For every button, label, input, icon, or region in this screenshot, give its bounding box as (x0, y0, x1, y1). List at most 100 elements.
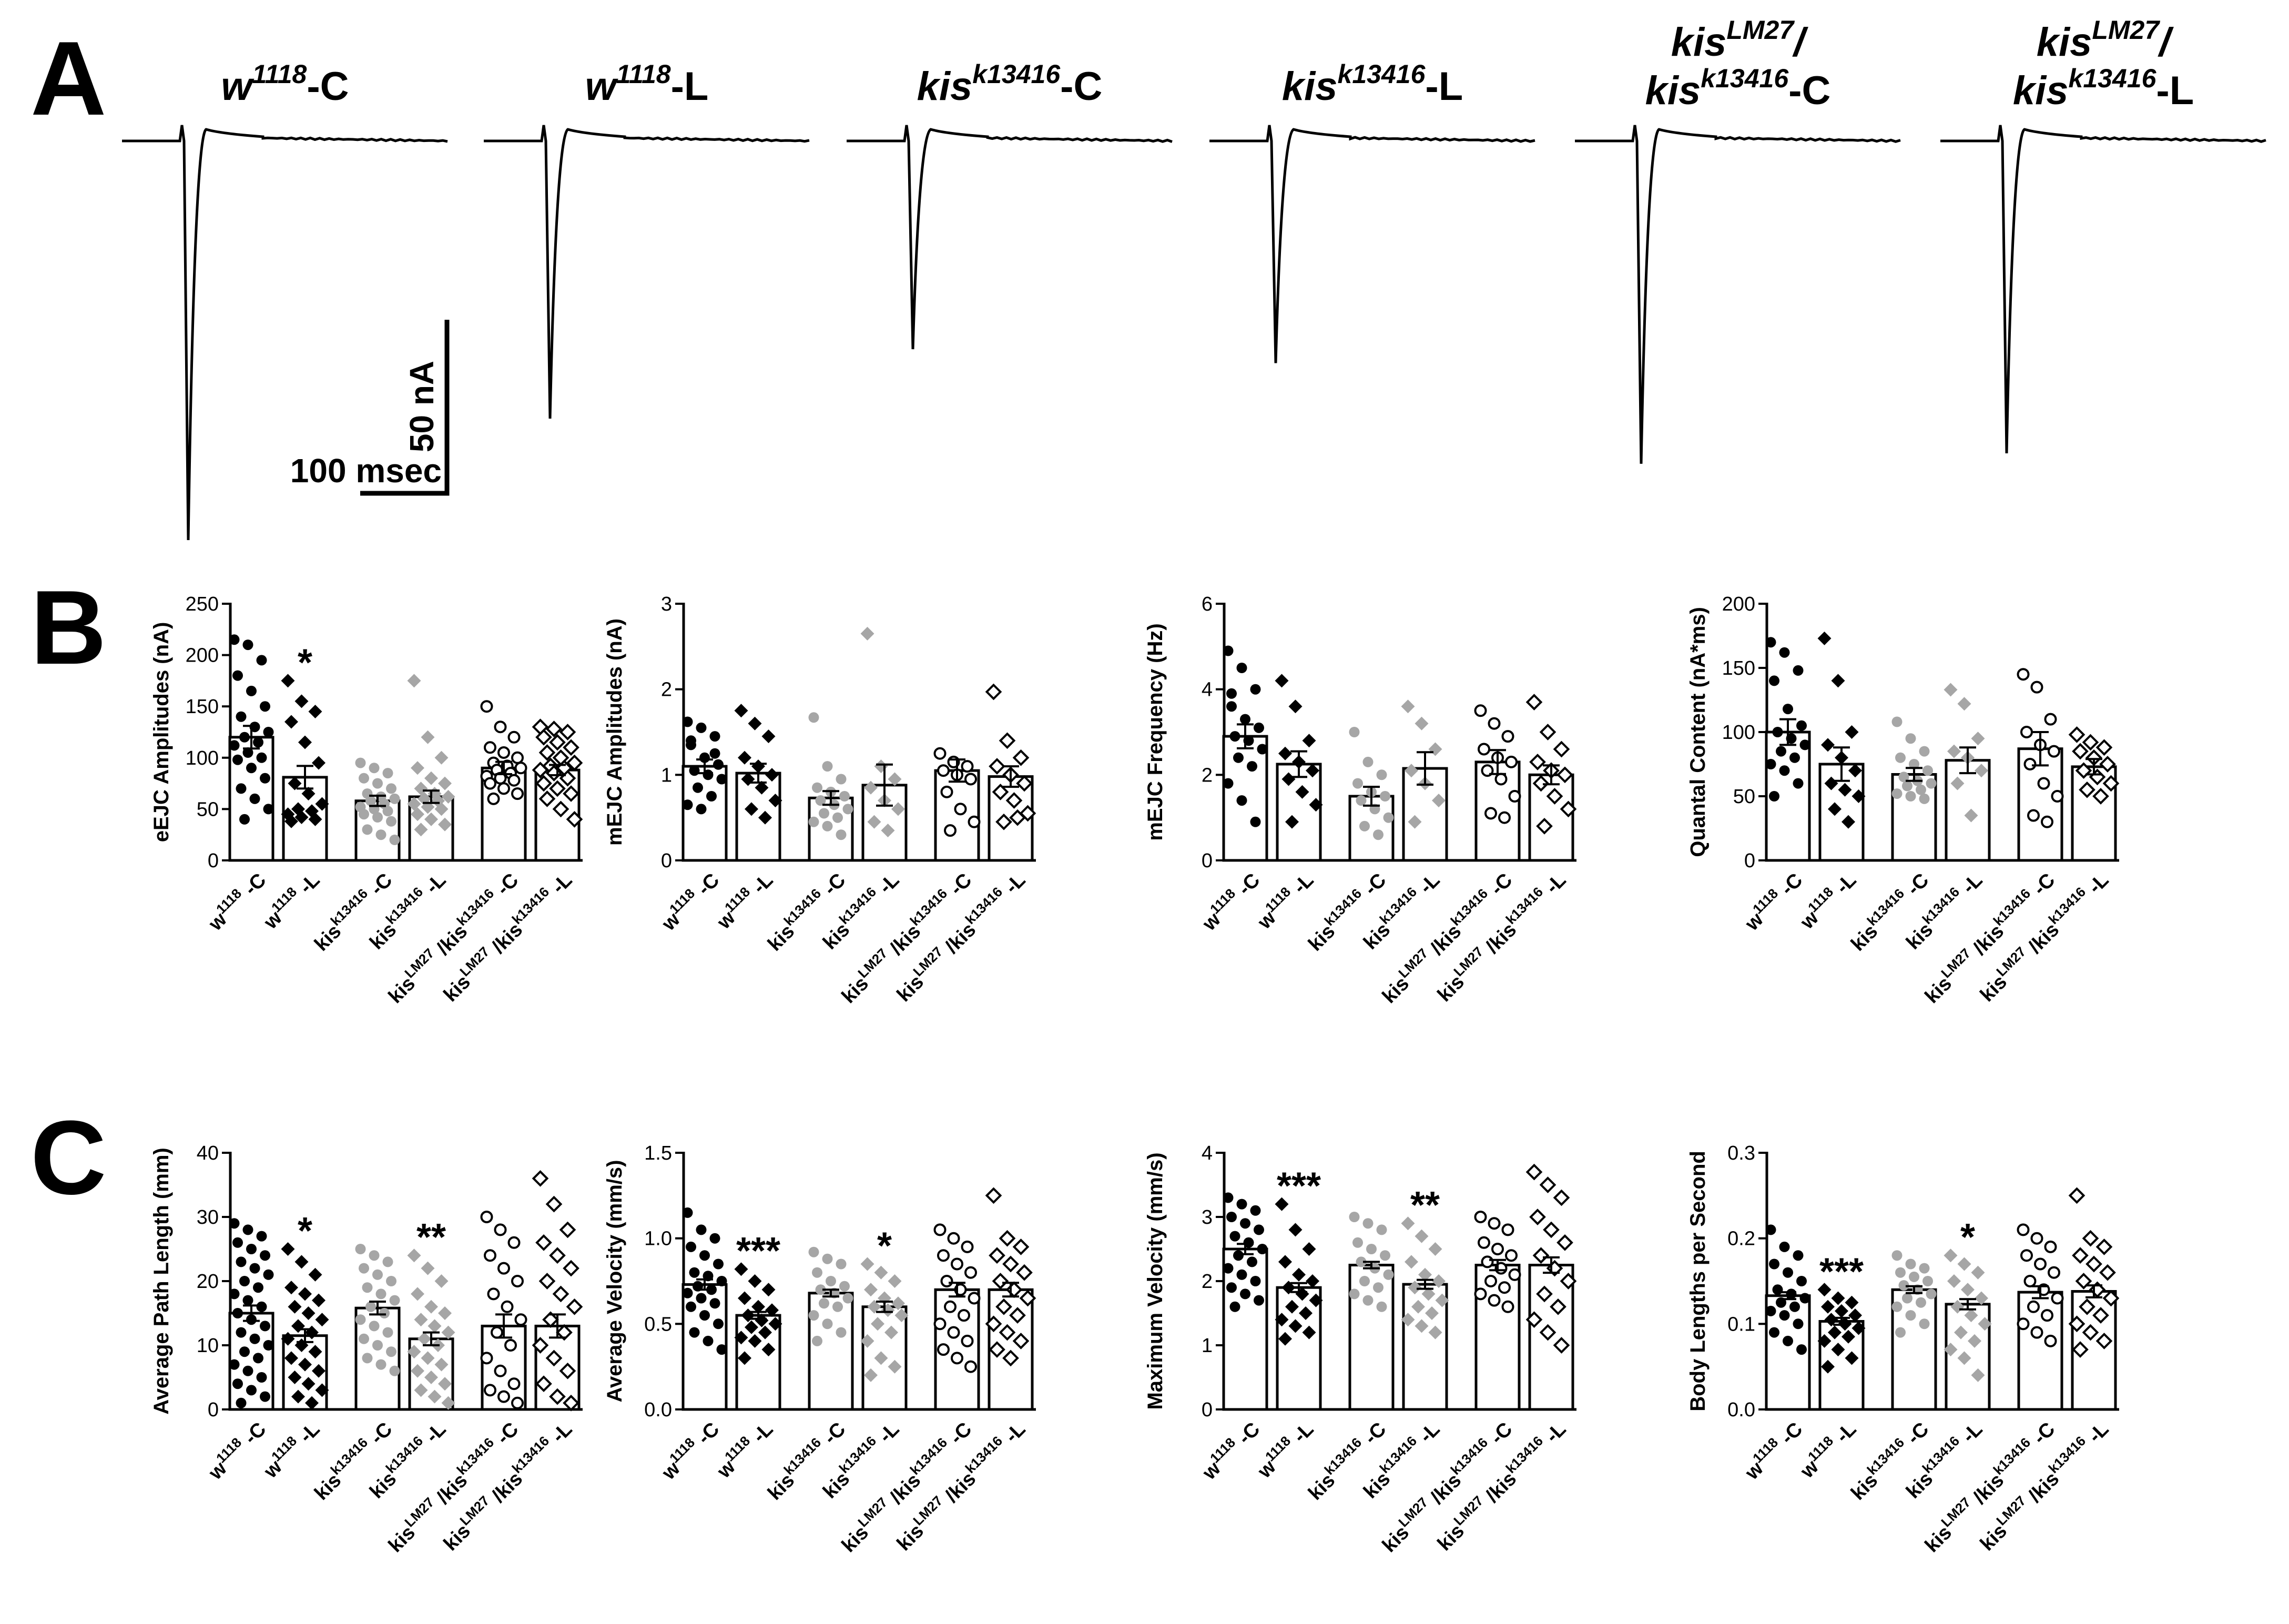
data-point (1362, 1218, 1374, 1229)
data-point (260, 1250, 270, 1261)
data-point (1012, 1239, 1030, 1255)
data-point (1789, 752, 1800, 763)
y-tick-label: 150 (1722, 657, 1755, 679)
data-point (864, 1368, 878, 1382)
data-point (1902, 780, 1912, 791)
data-point (761, 1283, 776, 1297)
y-tick-label: 200 (1722, 593, 1755, 615)
data-point (1009, 809, 1026, 826)
data-point (755, 780, 769, 795)
data-point (2072, 1247, 2089, 1264)
data-point (2072, 1341, 2089, 1358)
data-point (301, 1377, 316, 1391)
y-tick-label: 50 (197, 798, 219, 820)
trace-label-5: kisLM27/ (2037, 15, 2174, 65)
y-tick-label: 200 (186, 645, 219, 667)
data-point (765, 768, 779, 782)
data-point (964, 1266, 977, 1279)
data-point (294, 810, 309, 824)
data-point (1309, 798, 1323, 812)
data-point (2044, 1334, 2057, 1347)
data-point (699, 1310, 710, 1321)
data-point (860, 626, 874, 641)
data-point (1292, 1267, 1306, 1282)
data-point (2099, 756, 2116, 773)
data-point (2023, 1275, 2037, 1287)
data-point (298, 1357, 312, 1372)
data-point (507, 1377, 521, 1390)
bar (861, 1305, 908, 1411)
charts-layer: eEJC Amplitudes (nA)050100150200250w1118… (150, 593, 2120, 1557)
trace-label-suffix: -L (2156, 68, 2194, 113)
data-point (1012, 749, 1030, 766)
trace-label-suffix: -C (1060, 64, 1102, 109)
data-point (808, 816, 819, 827)
y-tick-label: 1 (1202, 1335, 1213, 1357)
trace-label-superscript2: k13416 (1701, 64, 1789, 93)
data-point (249, 1263, 260, 1274)
category-tick-label: w1118 -L (257, 1416, 324, 1483)
data-point (1765, 1224, 1776, 1235)
data-point (864, 1283, 878, 1297)
data-point (1383, 1269, 1394, 1280)
data-point (1016, 1264, 1033, 1281)
significance-marker: * (1960, 1216, 1975, 1258)
data-point (999, 732, 1016, 749)
data-point (284, 715, 298, 729)
data-point (438, 776, 452, 790)
data-point (487, 792, 500, 805)
data-point (1302, 1325, 1316, 1339)
data-point (305, 1396, 319, 1410)
data-point (411, 807, 424, 821)
data-point (386, 783, 396, 794)
data-point (1799, 739, 1810, 750)
data-point (236, 1327, 247, 1338)
significance-marker: ** (1410, 1184, 1440, 1226)
data-point (359, 773, 369, 784)
data-point (1765, 1305, 1776, 1316)
data-point (365, 795, 376, 806)
data-point (1498, 811, 1511, 824)
data-point (559, 724, 576, 740)
data-point (1845, 725, 1859, 739)
category-tick-label: w1118 -L (1250, 1416, 1318, 1483)
data-point (842, 804, 853, 815)
data-point (1793, 1250, 1804, 1261)
data-point (2027, 1300, 2040, 1313)
data-point (1376, 1224, 1387, 1235)
data-point (1352, 1237, 1363, 1248)
data-point (362, 1353, 373, 1364)
data-point (249, 1333, 260, 1344)
y-tick-label: 20 (197, 1271, 219, 1293)
data-point (1817, 1334, 1832, 1348)
data-point (1560, 800, 1577, 818)
data-point (937, 764, 950, 777)
data-point (256, 752, 267, 763)
data-point (1957, 1257, 1971, 1271)
data-point (288, 1371, 302, 1384)
data-point (1247, 761, 1257, 772)
data-point (556, 1324, 573, 1341)
data-point (836, 1327, 847, 1338)
data-point (682, 1207, 693, 1218)
ejc-trace-5 (1940, 125, 2266, 454)
y-tick-label: 0.5 (644, 1313, 672, 1335)
data-point (2044, 1240, 2057, 1253)
y-tick-label: 0 (208, 850, 219, 872)
data-point (294, 1255, 309, 1269)
data-point (839, 1281, 850, 1292)
data-point (389, 835, 400, 845)
data-point (1783, 1335, 1793, 1346)
data-point (229, 1359, 240, 1370)
data-point (758, 810, 772, 825)
category-tick-label: w1118 -C (1195, 1416, 1264, 1485)
data-point (484, 777, 496, 790)
y-axis-label: Average Path Length (mm) (150, 1148, 173, 1414)
data-point (693, 782, 703, 793)
category-tick-label: w1118 -L (710, 1416, 777, 1483)
data-point (1765, 637, 1776, 648)
data-point (836, 774, 847, 785)
data-point (1891, 1250, 1903, 1261)
data-point (2068, 1315, 2085, 1333)
